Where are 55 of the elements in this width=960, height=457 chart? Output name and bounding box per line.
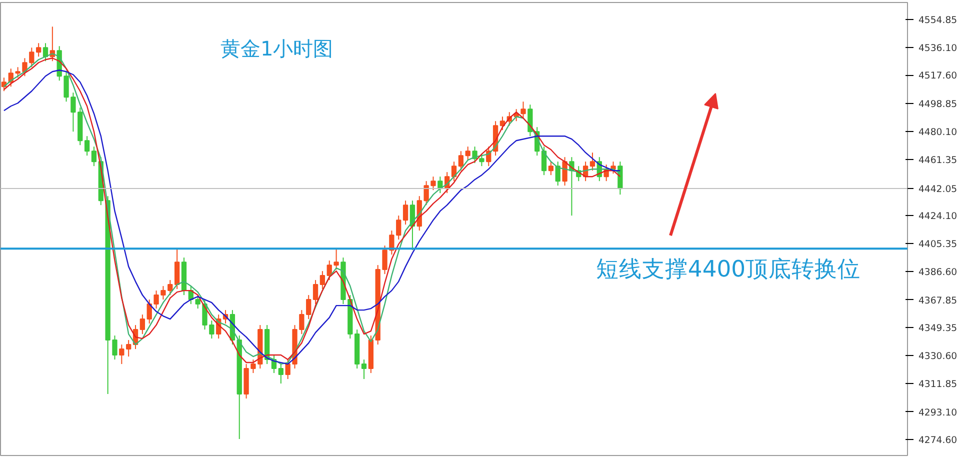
candlestick <box>15 66 20 78</box>
candlestick <box>382 245 388 275</box>
candlestick <box>160 286 166 300</box>
y-tick-label: 4461.35 <box>918 155 958 166</box>
y-tick-label: 4367.85 <box>918 295 958 306</box>
candlestick <box>119 344 124 365</box>
y-tick-label: 4386.60 <box>918 267 958 278</box>
candlestick <box>312 280 318 305</box>
candlestick <box>430 176 436 191</box>
candlestick <box>520 101 526 119</box>
annotation: 黄金1小时图 <box>220 36 334 60</box>
candlestick <box>424 180 429 206</box>
candlestick <box>590 152 596 172</box>
y-tick-label: 4293.10 <box>918 407 958 418</box>
candlestick <box>36 42 42 58</box>
candlestick <box>154 290 159 310</box>
candlestick <box>555 161 560 186</box>
candlestick <box>458 150 464 172</box>
candlestick <box>126 340 132 358</box>
candlestick <box>562 156 568 186</box>
candlestick <box>202 299 208 330</box>
candlestick <box>361 359 367 380</box>
candlestick <box>465 146 470 161</box>
candlestick <box>320 270 326 290</box>
y-tick-label: 4536.10 <box>918 42 958 54</box>
candlestick <box>146 299 152 324</box>
candlestick <box>112 335 118 360</box>
y-tick-label: 4498.85 <box>918 98 958 110</box>
y-tick-label: 4274.60 <box>918 435 958 446</box>
y-tick-label: 4424.10 <box>918 210 958 222</box>
ref-line-label: 短线支撑4400顶底转换位 <box>596 256 861 283</box>
candlestick <box>548 161 554 176</box>
candlestick <box>140 314 146 335</box>
candlestick <box>285 359 290 380</box>
candlestick <box>334 248 339 270</box>
y-tick-label: 4517.60 <box>918 70 958 82</box>
y-tick-label: 4330.60 <box>918 351 958 362</box>
y-tick-label: 4349.35 <box>918 323 958 334</box>
y-tick-label: 4405.35 <box>918 239 958 250</box>
candlestick <box>451 161 457 182</box>
candlestick <box>168 280 173 296</box>
candlestick <box>209 320 214 340</box>
candlestick <box>250 359 256 374</box>
candlestick <box>326 260 332 281</box>
y-tick-label: 4311.85 <box>918 379 958 390</box>
candlestick <box>91 146 97 167</box>
y-tick-label: 4442.05 <box>918 184 958 196</box>
candlestick <box>174 248 180 290</box>
y-tick-label: 4480.10 <box>918 126 958 138</box>
candlestick <box>402 200 408 226</box>
candlestick <box>70 92 76 132</box>
candlestick <box>278 364 284 384</box>
candlestick <box>541 146 547 176</box>
candlestick <box>84 136 90 156</box>
y-tick-label: 4554.85 <box>918 14 958 26</box>
